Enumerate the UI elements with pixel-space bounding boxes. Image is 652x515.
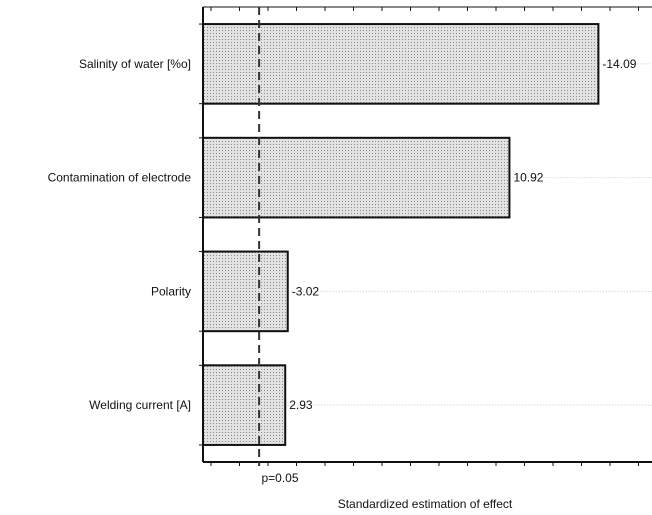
value-label: 2.93: [289, 398, 313, 412]
value-label: 10.92: [513, 171, 543, 185]
category-label: Polarity: [151, 284, 191, 298]
category-label: Salinity of water [%o]: [79, 57, 191, 71]
value-label: -14.09: [602, 57, 636, 71]
bar-3: [202, 250, 289, 333]
bar-1: [202, 23, 600, 105]
x-axis-title: Standardized estimation of effect: [338, 497, 513, 511]
plot-area: Salinity of water [%o] -14.09 Contaminatio…: [48, 6, 652, 466]
bar-4: [202, 364, 287, 446]
reference-line-label: p=0.05: [261, 471, 298, 485]
value-label: -3.02: [292, 284, 320, 298]
bar-2: [202, 136, 511, 219]
category-label: Contamination of electrode: [48, 171, 192, 185]
category-label: Welding current [A]: [89, 398, 191, 412]
